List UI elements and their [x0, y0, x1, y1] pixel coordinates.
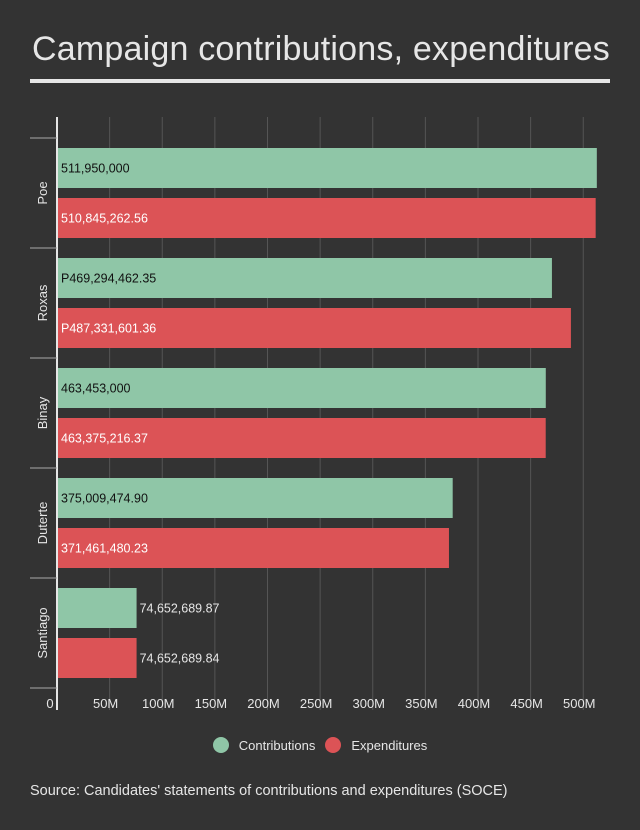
bar-value-label: 463,375,216.37: [61, 432, 148, 446]
x-tick-label: 350M: [405, 696, 438, 711]
bar-value-label: 74,652,689.84: [140, 652, 220, 666]
category-label: Roxas: [35, 284, 50, 321]
bar-value-label: 511,950,000: [61, 162, 130, 176]
contributions-bar: [58, 258, 552, 298]
category-label: Binay: [35, 396, 50, 429]
bar-value-label: P469,294,462.35: [61, 272, 156, 286]
bar-value-label: 74,652,689.87: [140, 602, 220, 616]
expenditures-bar: [58, 198, 596, 238]
x-tick-label: 50M: [93, 696, 118, 711]
x-tick-label: 400M: [458, 696, 491, 711]
legend-item-contributions[interactable]: Contributions: [212, 737, 316, 753]
contributions-bar: [58, 588, 137, 628]
chart-legend: Contributions Expenditures: [0, 737, 640, 753]
x-tick-label: 450M: [510, 696, 543, 711]
contributions-dot-icon: [212, 737, 229, 753]
bar-chart: 0 50M 100M 150M 200M 250M 300M 350M 400M 450M 500M…: [30, 117, 597, 711]
x-tick-label: 500M: [563, 696, 596, 711]
x-tick-label: 100M: [142, 696, 175, 711]
bar-value-label: 375,009,474.90: [61, 492, 148, 506]
expenditures-bar: [58, 308, 571, 348]
x-tick-label: 0: [46, 696, 53, 711]
category-label: Santiago: [35, 607, 50, 658]
legend-label-contributions: Contributions: [238, 737, 316, 753]
contributions-bar: [58, 478, 453, 518]
bar-value-label: 371,461,480.23: [61, 542, 148, 556]
expenditures-bar: [58, 638, 137, 678]
expenditures-bar: [58, 418, 546, 458]
contributions-bar: [58, 148, 597, 188]
category-label: Poe: [35, 181, 50, 204]
legend-item-expenditures[interactable]: Expenditures: [325, 737, 427, 753]
bar-value-label: P487,331,601.36: [61, 322, 156, 336]
x-tick-label: 150M: [195, 696, 228, 711]
expenditures-bar: [58, 528, 449, 568]
bar-value-label: 463,453,000: [61, 382, 131, 396]
title-underline: [30, 79, 610, 83]
x-tick-label: 200M: [247, 696, 280, 711]
chart-title: Campaign contributions, expenditures: [32, 30, 610, 68]
bar-value-label: 510,845,262.56: [61, 212, 148, 226]
x-tick-label: 250M: [300, 696, 333, 711]
contributions-bar: [58, 368, 546, 408]
source-note: Source: Candidates' statements of contri…: [30, 783, 508, 799]
legend-label-expenditures: Expenditures: [351, 737, 428, 753]
x-tick-label: 300M: [352, 696, 385, 711]
category-label: Duterte: [35, 502, 50, 545]
expenditures-dot-icon: [325, 737, 342, 753]
